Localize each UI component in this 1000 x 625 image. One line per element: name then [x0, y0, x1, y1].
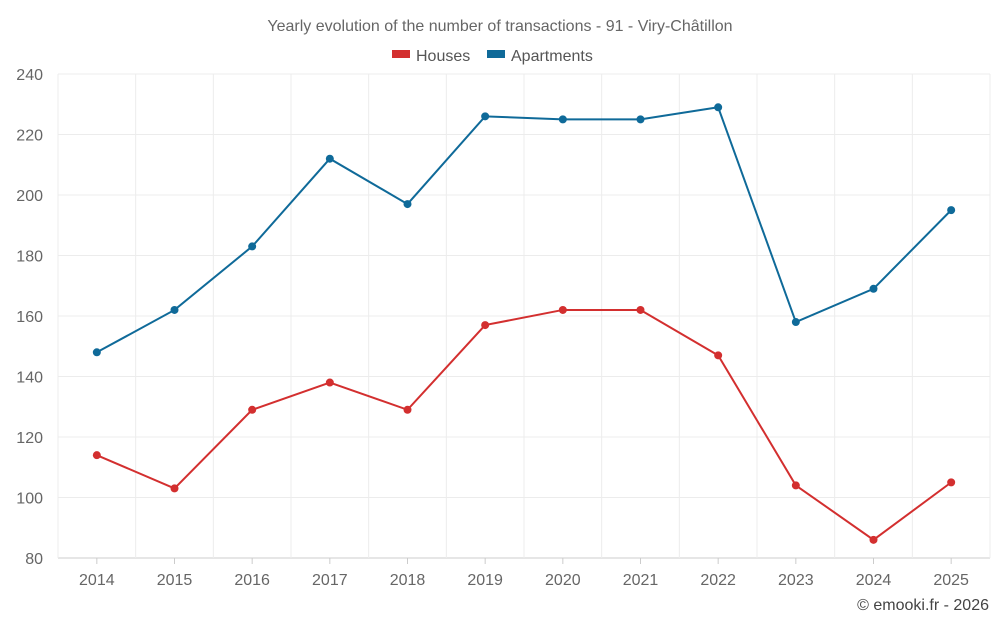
data-point-apartments[interactable]: [869, 284, 878, 293]
data-point-houses[interactable]: [791, 481, 800, 490]
y-axis-labels: 80 100 120 140 160 180 200 220 240: [16, 67, 43, 568]
data-point-apartments[interactable]: [92, 348, 101, 357]
data-point-apartments[interactable]: [325, 154, 334, 163]
chart-title: Yearly evolution of the number of transa…: [267, 18, 732, 35]
y-tick-label: 180: [16, 249, 43, 266]
data-point-houses[interactable]: [558, 305, 567, 314]
data-point-apartments[interactable]: [481, 112, 490, 121]
data-point-apartments[interactable]: [636, 115, 645, 124]
data-point-houses[interactable]: [714, 351, 723, 360]
legend: Houses Apartments: [392, 48, 593, 65]
data-point-apartments[interactable]: [714, 103, 723, 112]
y-tick-label: 160: [16, 309, 43, 326]
data-point-houses[interactable]: [325, 378, 334, 387]
grid: [57, 73, 991, 564]
x-tick-label: 2021: [623, 572, 659, 589]
data-point-houses[interactable]: [869, 535, 878, 544]
y-tick-label: 220: [16, 128, 43, 145]
x-tick-label: 2024: [856, 572, 892, 589]
x-tick-label: 2019: [467, 572, 503, 589]
data-point-houses[interactable]: [947, 478, 956, 487]
x-tick-label: 2020: [545, 572, 581, 589]
data-point-apartments[interactable]: [791, 318, 800, 327]
credit-text: © emooki.fr - 2026: [857, 597, 989, 614]
data-point-apartments[interactable]: [558, 115, 567, 124]
x-tick-label: 2023: [778, 572, 814, 589]
y-tick-label: 200: [16, 188, 43, 205]
legend-swatch-houses[interactable]: [392, 50, 410, 58]
data-point-houses[interactable]: [636, 305, 645, 314]
data-point-apartments[interactable]: [170, 305, 179, 314]
x-axis-labels: 2014 2015 2016 2017 2018 2019 2020 2021 2022 2023…: [79, 572, 969, 589]
x-tick-label: 2025: [933, 572, 969, 589]
data-point-houses[interactable]: [248, 405, 257, 414]
series-layer: [92, 103, 956, 544]
x-tick-label: 2018: [390, 572, 426, 589]
data-point-apartments[interactable]: [403, 200, 412, 209]
data-point-apartments[interactable]: [947, 206, 956, 215]
x-tick-label: 2016: [234, 572, 270, 589]
data-point-houses[interactable]: [481, 321, 490, 330]
data-point-houses[interactable]: [92, 451, 101, 460]
y-tick-label: 80: [25, 551, 43, 568]
series-line-apartments: [96, 106, 952, 354]
legend-label-houses[interactable]: Houses: [416, 48, 470, 65]
data-point-houses[interactable]: [170, 484, 179, 493]
x-tick-label: 2017: [312, 572, 348, 589]
legend-swatch-apartments[interactable]: [487, 50, 505, 58]
y-tick-label: 140: [16, 370, 43, 387]
data-point-apartments[interactable]: [248, 242, 257, 251]
y-tick-label: 120: [16, 430, 43, 447]
x-tick-label: 2014: [79, 572, 115, 589]
y-tick-label: 240: [16, 67, 43, 84]
y-tick-label: 100: [16, 491, 43, 508]
x-tick-label: 2022: [700, 572, 736, 589]
series-line-houses: [96, 308, 952, 542]
x-tick-label: 2015: [157, 572, 193, 589]
legend-label-apartments[interactable]: Apartments: [511, 48, 593, 65]
data-point-houses[interactable]: [403, 405, 412, 414]
